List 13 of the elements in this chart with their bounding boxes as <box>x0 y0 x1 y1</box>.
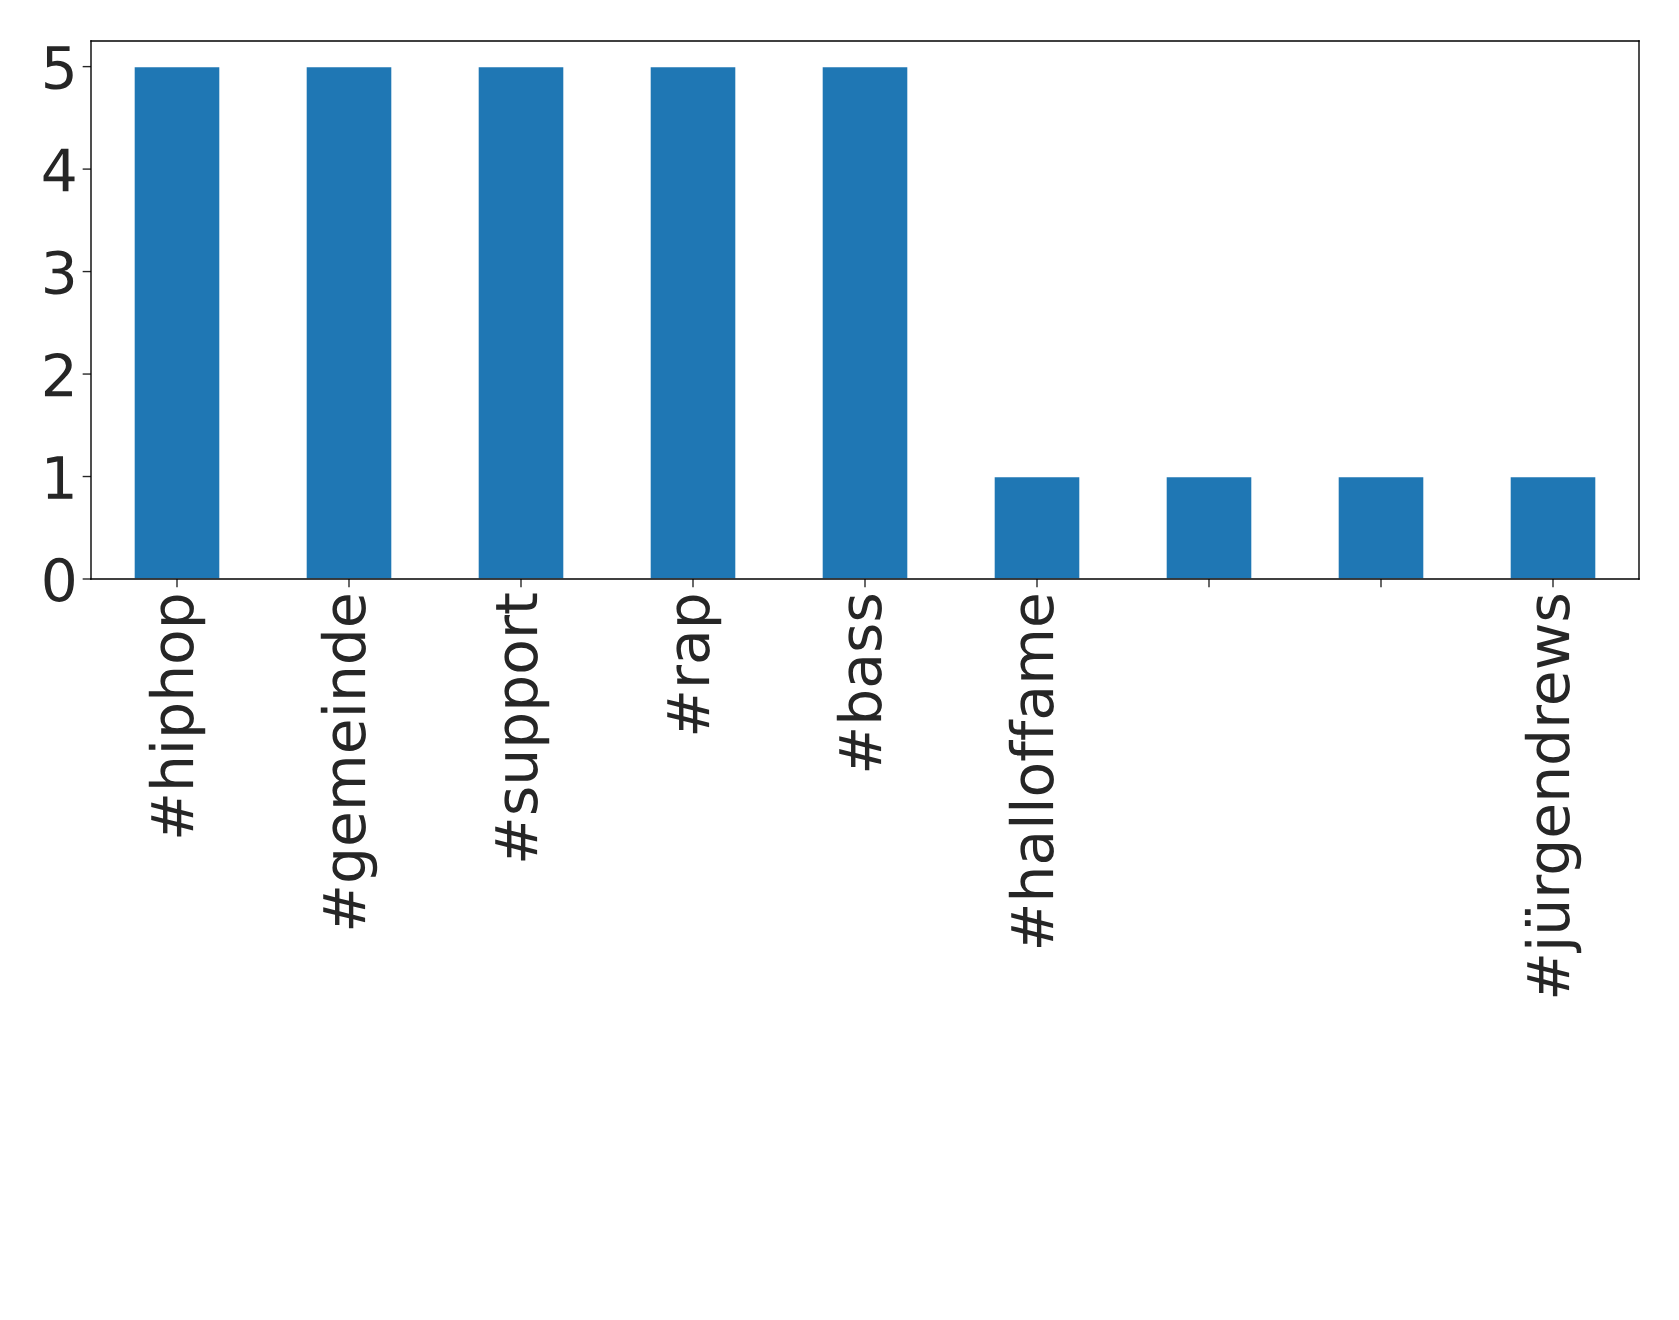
x-tick-label: #halloffame <box>1008 595 1054 947</box>
y-tick-label: 5 <box>45 46 73 90</box>
y-tick-label: 2 <box>44 352 72 397</box>
x-tick-label: #hiphop <box>148 595 206 837</box>
x-tick-label: #gemeinde <box>320 595 378 929</box>
x-tick-label: #support <box>495 593 550 861</box>
y-tick-label: 3 <box>45 250 74 295</box>
y-tick-label: 4 <box>43 148 75 192</box>
x-tick-label: #bass <box>836 595 882 771</box>
x-tick-label: #jürgendrews <box>1524 595 1582 997</box>
x-tick-label: #rap <box>667 595 722 734</box>
y-tick-label: 1 <box>47 456 73 499</box>
y-tick-label: 0 <box>44 557 74 602</box>
